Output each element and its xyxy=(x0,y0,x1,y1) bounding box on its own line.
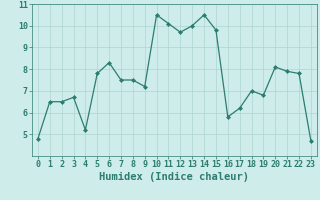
X-axis label: Humidex (Indice chaleur): Humidex (Indice chaleur) xyxy=(100,172,249,182)
